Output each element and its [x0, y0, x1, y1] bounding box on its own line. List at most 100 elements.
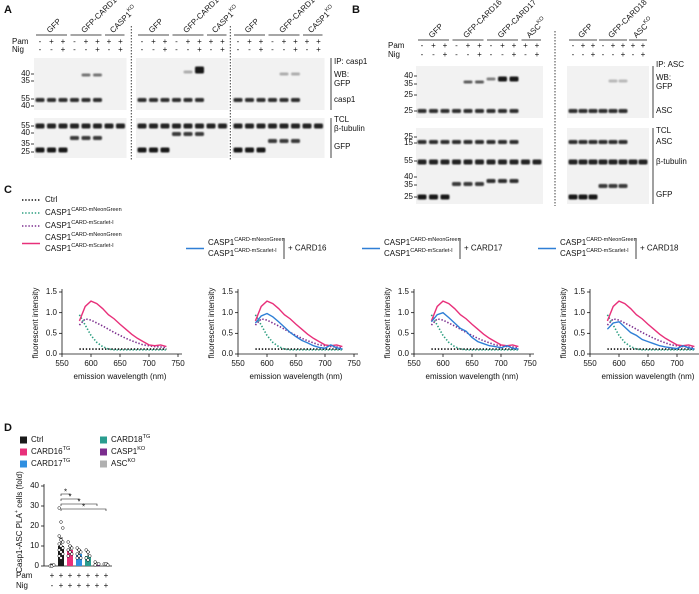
- blot-annotation: GFP: [334, 142, 350, 151]
- data-point: [77, 548, 81, 552]
- blot-band: [440, 140, 450, 144]
- blot-annotation: GFP: [656, 190, 672, 199]
- treatment-sign: +: [535, 50, 540, 59]
- treatment-sign: -: [141, 37, 144, 46]
- blot-band: [618, 79, 628, 83]
- blot-band: [291, 123, 300, 129]
- blot-band: [532, 159, 542, 165]
- blot-band: [417, 194, 427, 200]
- data-point: [59, 556, 63, 560]
- x-tick-label: 700: [142, 359, 156, 368]
- blot-band: [314, 123, 323, 129]
- y-tick-label: 10: [30, 541, 39, 550]
- blot-annotation: TCL: [334, 115, 350, 124]
- treatment-sign: -: [432, 50, 435, 59]
- blot-band: [475, 140, 484, 144]
- blot-band: [452, 140, 461, 144]
- blot-band: [302, 123, 312, 129]
- panel-letter: C: [4, 184, 12, 196]
- blot-band: [608, 184, 618, 188]
- data-point: [75, 546, 79, 550]
- y-tick-label: 0.0: [46, 349, 58, 358]
- blot-band: [608, 159, 618, 165]
- data-point: [106, 563, 110, 567]
- treatment-sign: +: [466, 41, 471, 50]
- blot-band: [608, 140, 618, 144]
- y-tick-label: 1.5: [222, 287, 234, 296]
- x-axis-label: emission wavelength (nm): [250, 372, 343, 381]
- blot-band: [218, 123, 227, 129]
- treatment-sign: -: [632, 50, 635, 59]
- data-point: [93, 563, 97, 567]
- significance-bracket: [60, 503, 98, 506]
- legend-label: ASCKO: [111, 458, 136, 468]
- bar: [76, 554, 82, 566]
- legend-label: CASP1CARD-mScarlet-I: [45, 243, 114, 253]
- row-label: Pam: [16, 571, 33, 580]
- blot-band: [588, 140, 598, 144]
- blot-band: [452, 109, 461, 113]
- data-point: [57, 542, 61, 546]
- blot-strip: [416, 128, 543, 204]
- blot-band: [81, 73, 91, 77]
- y-tick-label: 0.0: [574, 349, 586, 358]
- blot-band: [628, 159, 638, 165]
- series-line: [254, 317, 343, 349]
- x-tick-label: 700: [670, 359, 684, 368]
- row-label: Nig: [388, 50, 400, 59]
- x-tick-label: 600: [612, 359, 626, 368]
- treatment-sign: +: [621, 41, 626, 50]
- treatment-sign: +: [443, 50, 448, 59]
- x-tick-label: 650: [113, 359, 127, 368]
- blot-band: [486, 109, 496, 113]
- blot-band: [498, 179, 507, 183]
- treatment-sign: -: [175, 37, 178, 46]
- bar: [58, 546, 64, 566]
- data-point: [52, 563, 56, 567]
- y-axis-label-sup: +: [14, 510, 20, 513]
- legend-label-sup: CARD-mNeonGreen: [71, 207, 121, 213]
- treatment-sign: -: [283, 45, 286, 54]
- treatment-sign: -: [421, 50, 424, 59]
- data-point: [68, 550, 72, 554]
- panel-letter: B: [352, 4, 360, 16]
- lane-label: GFP: [577, 22, 595, 40]
- blot-band: [137, 98, 147, 102]
- treatment-sign: +: [220, 37, 225, 46]
- blot-band: [498, 159, 507, 165]
- treatment-sign: +: [500, 41, 505, 50]
- treatment-sign: -: [187, 45, 190, 54]
- blot-band: [521, 159, 530, 165]
- blot-band: [47, 147, 56, 153]
- blot-band: [93, 73, 102, 77]
- blot-band: [588, 109, 598, 113]
- blot-band: [429, 140, 438, 144]
- blot-band: [486, 159, 496, 165]
- treatment-sign: -: [51, 581, 54, 590]
- mw-marker: 35: [21, 139, 30, 148]
- legend-label-main: CASP1: [45, 244, 72, 253]
- y-tick-label: 0.5: [46, 328, 58, 337]
- legend-label: CASP1CARD-mNeonGreen: [45, 207, 122, 217]
- data-point: [79, 550, 83, 554]
- x-tick-label: 700: [494, 359, 508, 368]
- treatment-sign: -: [39, 45, 42, 54]
- blot-band: [417, 109, 427, 113]
- x-tick-label: 550: [583, 359, 597, 368]
- blot-band: [81, 136, 91, 140]
- legend-label-sup: CARD-mScarlet-I: [71, 243, 114, 249]
- legend-label: CASP1CARD-mNeonGreen: [45, 232, 122, 242]
- blot-band: [417, 140, 427, 144]
- blot-band: [160, 147, 170, 153]
- legend-label-main: CARD16: [31, 447, 63, 456]
- blot-band: [93, 98, 102, 102]
- legend-swatch: [100, 460, 107, 468]
- blot-band: [475, 109, 484, 113]
- treatment-sign: +: [523, 41, 528, 50]
- treatment-sign: +: [477, 50, 482, 59]
- lane-label-main: GFP: [147, 17, 165, 35]
- series-line: [430, 314, 519, 351]
- series-line: [254, 314, 343, 351]
- blot-band: [149, 123, 158, 129]
- blot-band: [149, 98, 158, 102]
